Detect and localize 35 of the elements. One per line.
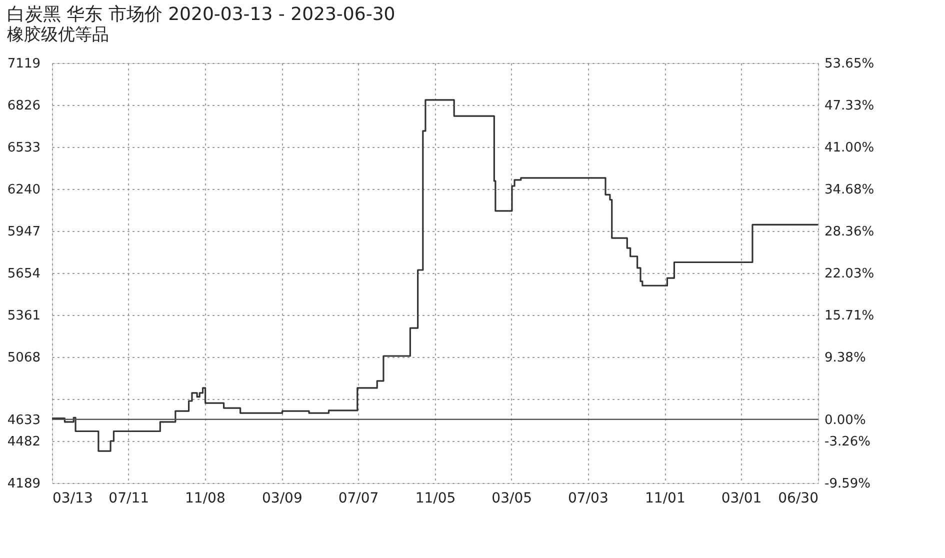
y2-tick-label: 34.68% bbox=[824, 182, 874, 198]
y2-tick-label: 47.33% bbox=[824, 98, 874, 114]
y2-tick-label: 41.00% bbox=[824, 140, 874, 156]
x-tick-label: 03/13 bbox=[52, 490, 93, 506]
x-tick-label: 06/30 bbox=[778, 490, 818, 506]
x-tick-label: 03/01 bbox=[721, 490, 762, 506]
y-tick-label: 5654 bbox=[7, 266, 40, 282]
x-tick-label: 11/08 bbox=[185, 490, 226, 506]
y-tick-label: 5068 bbox=[7, 350, 40, 366]
x-tick-label: 07/03 bbox=[568, 490, 608, 506]
y-tick-label: 5947 bbox=[7, 224, 40, 240]
y-tick-label: 6826 bbox=[7, 98, 40, 114]
x-tick-label: 07/07 bbox=[338, 490, 379, 506]
chart-title: 白炭黑 华东 市场价 2020-03-13 - 2023-06-30 bbox=[6, 4, 396, 25]
y2-tick-label: 0.00% bbox=[824, 412, 866, 428]
y2-tick-label: 9.38% bbox=[824, 350, 866, 366]
y2-tick-label: -3.26% bbox=[824, 434, 870, 450]
y2-tick-label: 22.03% bbox=[824, 266, 874, 282]
y2-tick-label: 28.36% bbox=[824, 224, 874, 240]
x-tick-label: 03/09 bbox=[262, 490, 302, 506]
y-tick-label: 6240 bbox=[7, 182, 40, 198]
chart-subtitle: 橡胶级优等品 bbox=[6, 25, 109, 45]
y2-tick-label: 15.71% bbox=[824, 308, 874, 324]
y-tick-label: 5361 bbox=[7, 308, 40, 324]
y2-tick-label: -9.59% bbox=[824, 476, 870, 492]
y-tick-label: 6533 bbox=[7, 140, 40, 156]
y-tick-label: 4482 bbox=[7, 434, 40, 450]
x-tick-label: 11/01 bbox=[644, 490, 686, 506]
y-tick-label: 4633 bbox=[7, 412, 40, 428]
x-tick-label: 03/05 bbox=[492, 490, 532, 506]
y-tick-label: 4189 bbox=[7, 476, 40, 492]
y-tick-label: 7119 bbox=[7, 56, 40, 72]
y2-tick-label: 53.65% bbox=[824, 56, 874, 72]
x-tick-label: 07/11 bbox=[108, 490, 150, 506]
x-tick-label: 11/05 bbox=[415, 490, 456, 506]
